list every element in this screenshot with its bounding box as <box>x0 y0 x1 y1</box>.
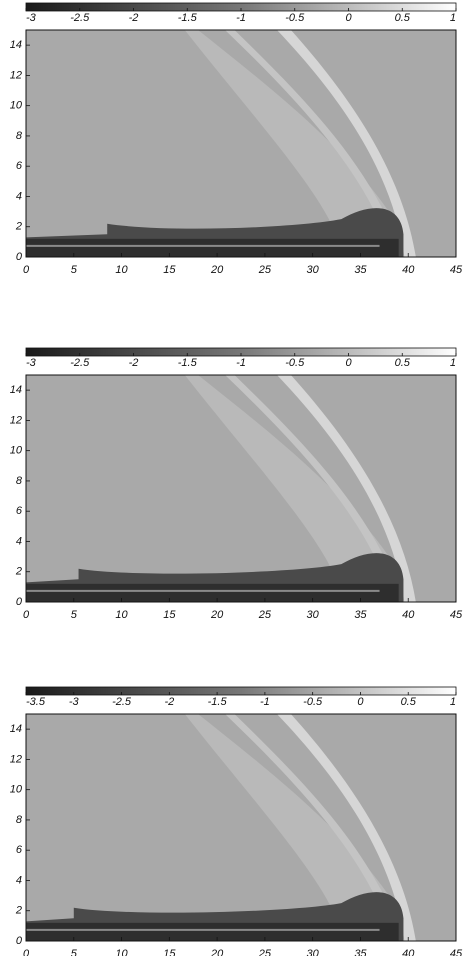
x-tick-label: 45 <box>450 264 463 276</box>
x-tick-label: 40 <box>402 948 415 956</box>
x-tick-label: 45 <box>450 948 463 956</box>
x-tick-label: 30 <box>307 264 320 276</box>
colorbar-tick-label: 0 <box>345 12 352 24</box>
y-tick-label: 6 <box>16 844 23 856</box>
colorbar-tick-label: 0.5 <box>401 696 417 708</box>
y-tick-label: 2 <box>15 566 22 578</box>
y-tick-label: 2 <box>15 221 22 233</box>
x-tick-label: 5 <box>71 609 78 621</box>
x-tick-label: 40 <box>402 264 415 276</box>
y-tick-label: 8 <box>16 130 23 142</box>
y-tick-label: 10 <box>10 100 23 112</box>
x-tick-label: 35 <box>354 948 367 956</box>
jet <box>26 923 399 941</box>
x-tick-label: 5 <box>71 948 78 956</box>
colorbar-tick-label: -1.5 <box>208 696 228 708</box>
colorbar-tick-label: -3.5 <box>26 696 46 708</box>
x-tick-label: 0 <box>23 609 30 621</box>
colorbar-tick-label: -1 <box>260 696 270 708</box>
jet-shear <box>26 245 380 247</box>
x-tick-label: 20 <box>210 609 224 621</box>
y-tick-label: 10 <box>10 445 23 457</box>
y-tick-label: 4 <box>16 190 22 202</box>
x-tick-label: 10 <box>115 609 128 621</box>
field <box>26 706 456 941</box>
x-tick-label: 45 <box>450 609 463 621</box>
x-tick-label: 10 <box>115 264 128 276</box>
colorbar-tick-label: -2.5 <box>112 696 132 708</box>
x-tick-label: 0 <box>23 264 30 276</box>
x-tick-label: 10 <box>115 948 128 956</box>
colorbar-tick-label: -0.5 <box>303 696 323 708</box>
colorbar-tick-label: -3 <box>26 357 37 369</box>
colorbar-tick-label: 1 <box>450 696 456 708</box>
x-tick-label: 0 <box>23 948 30 956</box>
x-tick-label: 30 <box>307 609 320 621</box>
y-tick-label: 8 <box>16 814 23 826</box>
colorbar-tick-label: -2 <box>129 12 139 24</box>
colorbar-tick-label: -3 <box>69 696 80 708</box>
x-tick-label: 20 <box>210 948 224 956</box>
x-tick-label: 25 <box>258 948 272 956</box>
y-tick-label: 4 <box>16 535 22 547</box>
x-tick-label: 15 <box>163 609 176 621</box>
jet <box>26 239 399 257</box>
y-tick-label: 12 <box>10 414 22 426</box>
y-tick-label: 0 <box>16 596 23 608</box>
x-tick-label: 15 <box>163 948 176 956</box>
field <box>26 367 456 602</box>
y-tick-label: 0 <box>16 935 23 947</box>
y-tick-label: 14 <box>10 384 22 396</box>
y-tick-label: 4 <box>16 874 22 886</box>
y-tick-label: 14 <box>10 39 22 51</box>
colorbar-tick-label: 0 <box>345 357 352 369</box>
colorbar-tick-label: -2.5 <box>70 12 90 24</box>
colorbar-tick-label: -1.5 <box>178 12 198 24</box>
colorbar-tick-label: 1 <box>450 357 456 369</box>
x-tick-label: 40 <box>402 609 415 621</box>
colorbar-tick-label: 1 <box>450 12 456 24</box>
x-tick-label: 35 <box>354 609 367 621</box>
colorbar-tick-label: -0.5 <box>285 357 305 369</box>
field <box>26 22 456 257</box>
colorbar-tick-label: -2.5 <box>70 357 90 369</box>
x-tick-label: 30 <box>307 948 320 956</box>
y-tick-label: 12 <box>10 753 22 765</box>
y-tick-label: 12 <box>10 69 22 81</box>
x-tick-label: 35 <box>354 264 367 276</box>
y-tick-label: 8 <box>16 475 23 487</box>
y-tick-label: 14 <box>10 723 22 735</box>
colorbar-tick-label: -1.5 <box>178 357 198 369</box>
x-tick-label: 15 <box>163 264 176 276</box>
x-tick-label: 5 <box>71 264 78 276</box>
jet-shear <box>26 590 380 592</box>
x-tick-label: 25 <box>258 264 272 276</box>
colorbar-tick-label: 0.5 <box>395 12 411 24</box>
y-tick-label: 6 <box>16 160 23 172</box>
x-tick-label: 25 <box>258 609 272 621</box>
y-tick-label: 0 <box>16 251 23 263</box>
y-tick-label: 6 <box>16 505 23 517</box>
y-tick-label: 2 <box>15 905 22 917</box>
colorbar-tick-label: -2 <box>164 696 174 708</box>
figure: -3-2.5-2-1.5-1-0.500.5105101520253035404… <box>0 0 465 956</box>
colorbar-tick-label: -0.5 <box>285 12 305 24</box>
colorbar <box>26 687 456 695</box>
colorbar-tick-label: 0.5 <box>395 357 411 369</box>
colorbar-tick-label: -2 <box>129 357 139 369</box>
colorbar-tick-label: 0 <box>357 696 364 708</box>
colorbar-tick-label: -1 <box>236 12 246 24</box>
colorbar-tick-label: -3 <box>26 12 37 24</box>
jet <box>26 584 399 602</box>
jet-shear <box>26 929 380 931</box>
y-tick-label: 10 <box>10 784 23 796</box>
x-tick-label: 20 <box>210 264 224 276</box>
colorbar-tick-label: -1 <box>236 357 246 369</box>
